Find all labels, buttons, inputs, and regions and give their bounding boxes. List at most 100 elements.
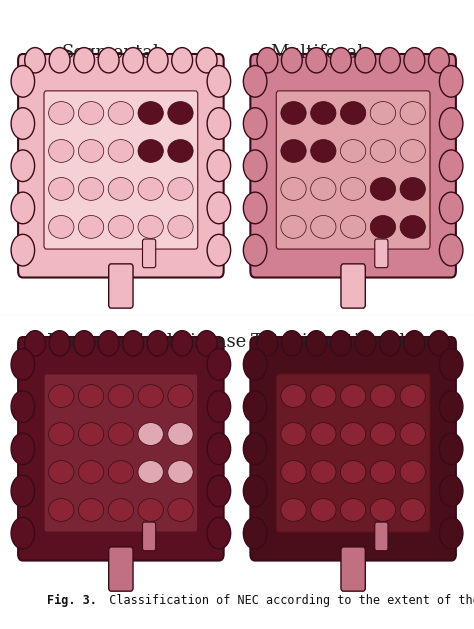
Ellipse shape <box>428 48 449 73</box>
Ellipse shape <box>370 177 396 201</box>
Ellipse shape <box>340 102 366 125</box>
Ellipse shape <box>439 65 463 97</box>
Ellipse shape <box>98 331 119 356</box>
FancyBboxPatch shape <box>143 522 155 551</box>
Ellipse shape <box>172 48 192 73</box>
Ellipse shape <box>400 385 425 408</box>
Ellipse shape <box>78 460 104 484</box>
Ellipse shape <box>400 460 425 484</box>
Ellipse shape <box>370 102 396 125</box>
Ellipse shape <box>439 192 463 224</box>
Ellipse shape <box>243 65 267 97</box>
Ellipse shape <box>340 499 366 521</box>
Ellipse shape <box>147 48 168 73</box>
Ellipse shape <box>11 108 35 140</box>
Ellipse shape <box>49 499 74 521</box>
Ellipse shape <box>282 331 302 356</box>
Ellipse shape <box>310 216 336 238</box>
Ellipse shape <box>370 385 396 408</box>
Ellipse shape <box>138 102 164 125</box>
Text: Classification of NEC according to the extent of the disease.: Classification of NEC according to the e… <box>95 594 474 607</box>
Ellipse shape <box>78 499 104 521</box>
Ellipse shape <box>78 102 104 125</box>
Ellipse shape <box>370 499 396 521</box>
Ellipse shape <box>281 423 306 445</box>
Ellipse shape <box>11 150 35 182</box>
Ellipse shape <box>11 475 35 507</box>
Ellipse shape <box>355 48 376 73</box>
Ellipse shape <box>380 331 401 356</box>
Ellipse shape <box>138 385 164 408</box>
Ellipse shape <box>243 348 267 380</box>
Ellipse shape <box>11 518 35 549</box>
Ellipse shape <box>196 331 217 356</box>
Ellipse shape <box>78 385 104 408</box>
Ellipse shape <box>310 140 336 162</box>
Ellipse shape <box>310 499 336 521</box>
Ellipse shape <box>108 460 134 484</box>
Ellipse shape <box>25 48 46 73</box>
Ellipse shape <box>49 385 74 408</box>
Ellipse shape <box>49 423 74 445</box>
Ellipse shape <box>168 177 193 201</box>
Ellipse shape <box>108 216 134 238</box>
Ellipse shape <box>281 140 306 162</box>
Ellipse shape <box>123 331 144 356</box>
Ellipse shape <box>108 102 134 125</box>
Text: Segmental: Segmental <box>62 44 159 62</box>
Ellipse shape <box>400 140 425 162</box>
Ellipse shape <box>49 102 74 125</box>
Ellipse shape <box>98 48 119 73</box>
Ellipse shape <box>207 108 231 140</box>
Ellipse shape <box>310 102 336 125</box>
Ellipse shape <box>400 177 425 201</box>
FancyBboxPatch shape <box>341 264 365 308</box>
Ellipse shape <box>243 475 267 507</box>
Ellipse shape <box>172 331 192 356</box>
Ellipse shape <box>49 177 74 201</box>
Ellipse shape <box>243 192 267 224</box>
Ellipse shape <box>282 48 302 73</box>
FancyBboxPatch shape <box>109 547 133 591</box>
Ellipse shape <box>439 475 463 507</box>
Ellipse shape <box>138 216 164 238</box>
Ellipse shape <box>108 385 134 408</box>
Ellipse shape <box>340 177 366 201</box>
Ellipse shape <box>25 331 46 356</box>
Ellipse shape <box>243 518 267 549</box>
Text: Pan-intestinal disease: Pan-intestinal disease <box>47 333 246 352</box>
Ellipse shape <box>370 216 396 238</box>
Ellipse shape <box>78 216 104 238</box>
Ellipse shape <box>49 140 74 162</box>
Ellipse shape <box>138 423 164 445</box>
Ellipse shape <box>138 140 164 162</box>
Ellipse shape <box>306 48 327 73</box>
Ellipse shape <box>306 331 327 356</box>
Ellipse shape <box>207 433 231 465</box>
Ellipse shape <box>428 331 449 356</box>
Ellipse shape <box>196 48 217 73</box>
Ellipse shape <box>281 177 306 201</box>
Ellipse shape <box>147 331 168 356</box>
Text: Fig. 3.: Fig. 3. <box>47 594 97 607</box>
Ellipse shape <box>78 423 104 445</box>
Ellipse shape <box>108 140 134 162</box>
FancyBboxPatch shape <box>44 374 198 532</box>
Ellipse shape <box>78 140 104 162</box>
Ellipse shape <box>11 65 35 97</box>
Ellipse shape <box>404 331 425 356</box>
Ellipse shape <box>49 216 74 238</box>
Ellipse shape <box>439 391 463 423</box>
Ellipse shape <box>243 391 267 423</box>
Ellipse shape <box>49 460 74 484</box>
Ellipse shape <box>207 150 231 182</box>
Ellipse shape <box>400 499 425 521</box>
Ellipse shape <box>380 48 401 73</box>
Ellipse shape <box>281 460 306 484</box>
FancyBboxPatch shape <box>18 54 224 277</box>
Ellipse shape <box>281 385 306 408</box>
Text: Total intestinal disea: Total intestinal disea <box>251 333 442 352</box>
FancyBboxPatch shape <box>109 264 133 308</box>
Ellipse shape <box>439 108 463 140</box>
FancyBboxPatch shape <box>341 547 365 591</box>
